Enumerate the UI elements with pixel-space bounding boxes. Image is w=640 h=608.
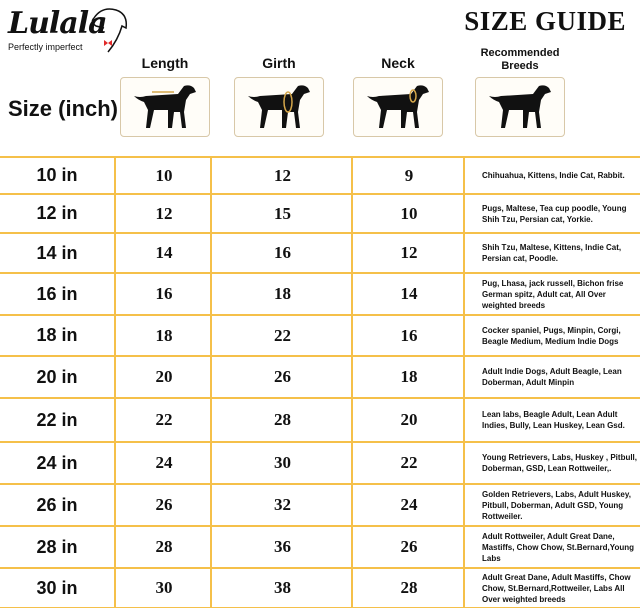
dog-neck-icon	[353, 77, 443, 137]
grid-line	[0, 483, 640, 485]
row-length: 16	[155, 284, 173, 303]
row-neck: 22	[400, 453, 418, 472]
row-length: 14	[155, 243, 173, 262]
size-header: Size (inch)	[8, 96, 119, 121]
row-length: 26	[155, 495, 173, 514]
row-breeds: Adult Great Dane, Adult Mastiffs, Chow C…	[482, 572, 631, 604]
grid-line	[463, 156, 465, 608]
row-girth: 36	[274, 537, 291, 556]
row-size: 20 in	[36, 366, 78, 387]
brand-logo: Lulala	[8, 6, 108, 41]
column-header-2: Neck	[381, 55, 415, 71]
grid-line	[0, 397, 640, 399]
row-size: 30 in	[36, 577, 78, 598]
row-girth: 30	[274, 453, 291, 472]
row-size: 14 in	[36, 242, 78, 263]
grid-line	[114, 156, 116, 608]
row-breeds: Golden Retrievers, Labs, Adult Huskey, P…	[482, 489, 631, 521]
row-size: 26 in	[36, 494, 78, 515]
grid-line	[0, 567, 640, 569]
grid-line	[210, 156, 212, 608]
row-girth: 26	[274, 367, 291, 386]
dog-length-icon	[120, 77, 210, 137]
row-breeds: Chihuahua, Kittens, Indie Cat, Rabbit.	[482, 171, 625, 180]
row-neck: 16	[400, 325, 418, 345]
row-length: 12	[155, 203, 173, 223]
row-breeds: Pug, Lhasa, jack russell, Bichon frise G…	[482, 278, 624, 310]
row-girth: 22	[274, 325, 291, 345]
row-breeds: Adult Indie Dogs, Adult Beagle, Lean Dob…	[482, 367, 622, 387]
row-size: 16 in	[36, 283, 78, 304]
row-breeds: Pugs, Maltese, Tea cup poodle, Young Shi…	[482, 203, 627, 224]
grid-line	[0, 156, 640, 158]
row-girth: 28	[274, 410, 291, 429]
row-length: 22	[155, 410, 173, 429]
row-neck: 18	[400, 367, 418, 386]
row-neck: 9	[404, 165, 414, 185]
row-neck: 10	[400, 203, 418, 223]
row-length: 24	[155, 453, 173, 472]
grid-line	[0, 441, 640, 443]
dog-logo-icon	[91, 8, 128, 53]
grid-line	[0, 355, 640, 357]
row-neck: 12	[400, 243, 418, 262]
row-size: 22 in	[36, 409, 78, 430]
row-length: 30	[155, 578, 173, 597]
row-size: 24 in	[36, 452, 78, 473]
row-size: 28 in	[36, 536, 78, 557]
column-header-3: Recommended Breeds	[480, 47, 560, 72]
row-breeds: Cocker spaniel, Pugs, Minpin, Corgi, Bea…	[482, 325, 621, 346]
row-girth: 38	[274, 578, 291, 597]
row-girth: 18	[274, 284, 291, 303]
row-length: 28	[155, 537, 173, 556]
row-neck: 14	[400, 284, 418, 303]
row-girth: 32	[274, 495, 291, 514]
row-neck: 24	[400, 495, 418, 514]
row-girth: 15	[274, 203, 291, 223]
grid-line	[0, 314, 640, 316]
column-header-0: Length	[141, 55, 189, 71]
row-length: 10	[155, 165, 173, 185]
brand-tagline: Perfectly imperfect	[8, 42, 83, 52]
grid-line	[0, 193, 640, 195]
dog-girth-icon	[234, 77, 324, 137]
row-breeds: Lean labs, Beagle Adult, Lean Adult Indi…	[482, 410, 625, 430]
row-breeds: Adult Rottweiler, Adult Great Dane, Mast…	[482, 531, 634, 563]
row-neck: 28	[400, 578, 418, 597]
row-breeds: Shih Tzu, Maltese, Kittens, Indie Cat, P…	[482, 243, 622, 263]
row-length: 20	[155, 367, 173, 386]
row-size: 18 in	[36, 325, 78, 345]
page-title: SIZE GUIDE	[464, 6, 626, 36]
row-length: 18	[155, 325, 173, 345]
dog-icon	[475, 77, 565, 137]
row-neck: 26	[400, 537, 418, 556]
grid-line	[0, 232, 640, 234]
row-girth: 16	[274, 243, 291, 262]
grid-line	[0, 525, 640, 527]
row-breeds: Young Retrievers, Labs, Huskey , Pitbull…	[482, 453, 638, 473]
row-girth: 12	[274, 165, 291, 185]
grid-line	[0, 272, 640, 274]
column-header-1: Girth	[262, 55, 296, 71]
grid-line	[351, 156, 353, 608]
row-neck: 20	[400, 410, 418, 429]
row-size: 12 in	[36, 203, 78, 223]
row-size: 10 in	[36, 165, 78, 185]
